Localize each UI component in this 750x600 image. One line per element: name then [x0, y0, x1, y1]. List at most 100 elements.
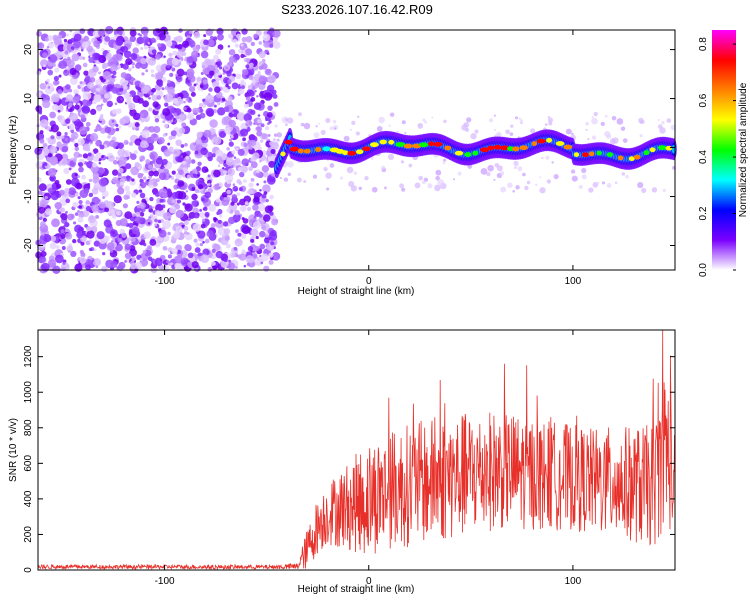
noise-blob [51, 104, 59, 111]
noise-blob [78, 162, 84, 168]
noise-blob [125, 58, 133, 66]
noise-blob [54, 67, 60, 73]
noise-blob [82, 153, 89, 159]
noise-blob [427, 183, 433, 189]
noise-blob [70, 37, 76, 43]
noise-blob [124, 252, 132, 259]
noise-blob [242, 218, 249, 224]
noise-blob [79, 83, 84, 88]
noise-blob [175, 209, 185, 219]
noise-blob [333, 127, 337, 130]
noise-blob [614, 181, 618, 185]
noise-blob [541, 156, 544, 160]
noise-blob [149, 160, 154, 165]
noise-blob [512, 190, 515, 193]
noise-blob [65, 232, 73, 240]
noise-blob [219, 214, 223, 218]
noise-blob [238, 171, 245, 178]
noise-blob [55, 245, 60, 249]
noise-blob [522, 172, 526, 177]
noise-blob [85, 121, 91, 127]
noise-blob [198, 103, 203, 107]
noise-blob [91, 187, 99, 195]
signal-core-blob [454, 150, 464, 156]
noise-blob [100, 114, 104, 118]
noise-blob [570, 169, 576, 174]
y-tick-label: -10 [23, 189, 34, 204]
noise-blob [208, 203, 217, 212]
noise-blob [217, 102, 221, 106]
noise-blob [147, 222, 151, 225]
noise-blob [228, 56, 236, 63]
colorbar-tick-label: 0.6 [698, 93, 709, 107]
noise-blob [171, 170, 176, 175]
noise-blob [243, 142, 248, 147]
noise-blob [59, 189, 65, 196]
noise-blob [81, 41, 89, 49]
noise-blob [99, 144, 105, 150]
noise-blob [259, 160, 262, 163]
noise-blob [134, 122, 140, 128]
noise-blob [480, 167, 488, 175]
noise-blob [41, 93, 47, 99]
noise-blob [259, 188, 262, 192]
noise-blob [107, 208, 116, 217]
noise-blob [228, 49, 236, 56]
noise-blob [185, 97, 189, 102]
noise-blob [188, 40, 196, 48]
noise-blob [170, 151, 173, 154]
noise-blob [298, 112, 302, 117]
noise-blob [65, 198, 71, 204]
noise-blob [466, 117, 472, 123]
noise-blob [96, 182, 100, 186]
noise-blob [174, 44, 179, 49]
noise-blob [207, 152, 213, 157]
noise-blob [241, 158, 249, 166]
x-tick-label: -100 [155, 576, 175, 587]
noise-blob [600, 121, 605, 126]
noise-blob [156, 36, 160, 40]
noise-blob [235, 73, 242, 80]
noise-blob [157, 219, 162, 224]
noise-blob [151, 206, 155, 209]
noise-blob [234, 265, 238, 269]
noise-blob [213, 169, 221, 178]
noise-blob [260, 253, 269, 262]
noise-blob [259, 243, 266, 250]
noise-blob [223, 258, 228, 263]
noise-blob [46, 45, 50, 49]
noise-blob [193, 83, 197, 87]
noise-blob [160, 210, 165, 215]
noise-blob [571, 132, 574, 136]
noise-blob [164, 85, 169, 91]
noise-blob [174, 262, 181, 269]
noise-blob [176, 75, 183, 83]
noise-blob [214, 86, 221, 93]
noise-blob [611, 115, 617, 121]
noise-blob [65, 84, 71, 90]
noise-blob [39, 130, 44, 135]
noise-blob [260, 139, 264, 143]
noise-blob [151, 87, 157, 93]
spectrogram-heatmap [34, 25, 677, 274]
noise-blob [273, 138, 276, 142]
noise-blob [75, 182, 83, 190]
noise-blob [243, 179, 247, 183]
noise-blob [102, 62, 108, 69]
noise-blob [193, 238, 198, 243]
noise-blob [54, 202, 62, 210]
noise-blob [258, 61, 263, 66]
noise-blob [210, 223, 216, 228]
noise-blob [267, 155, 273, 161]
signal-core-blob [355, 149, 364, 155]
noise-blob [63, 69, 70, 76]
noise-blob [68, 167, 72, 171]
noise-blob [286, 117, 294, 124]
noise-blob [221, 116, 231, 126]
noise-blob [140, 47, 144, 50]
chart-title: S233.2026.107.16.42.R09 [281, 2, 433, 17]
noise-blob [38, 206, 46, 214]
noise-blob [272, 41, 281, 49]
noise-blob [604, 114, 608, 118]
noise-blob [164, 102, 169, 107]
